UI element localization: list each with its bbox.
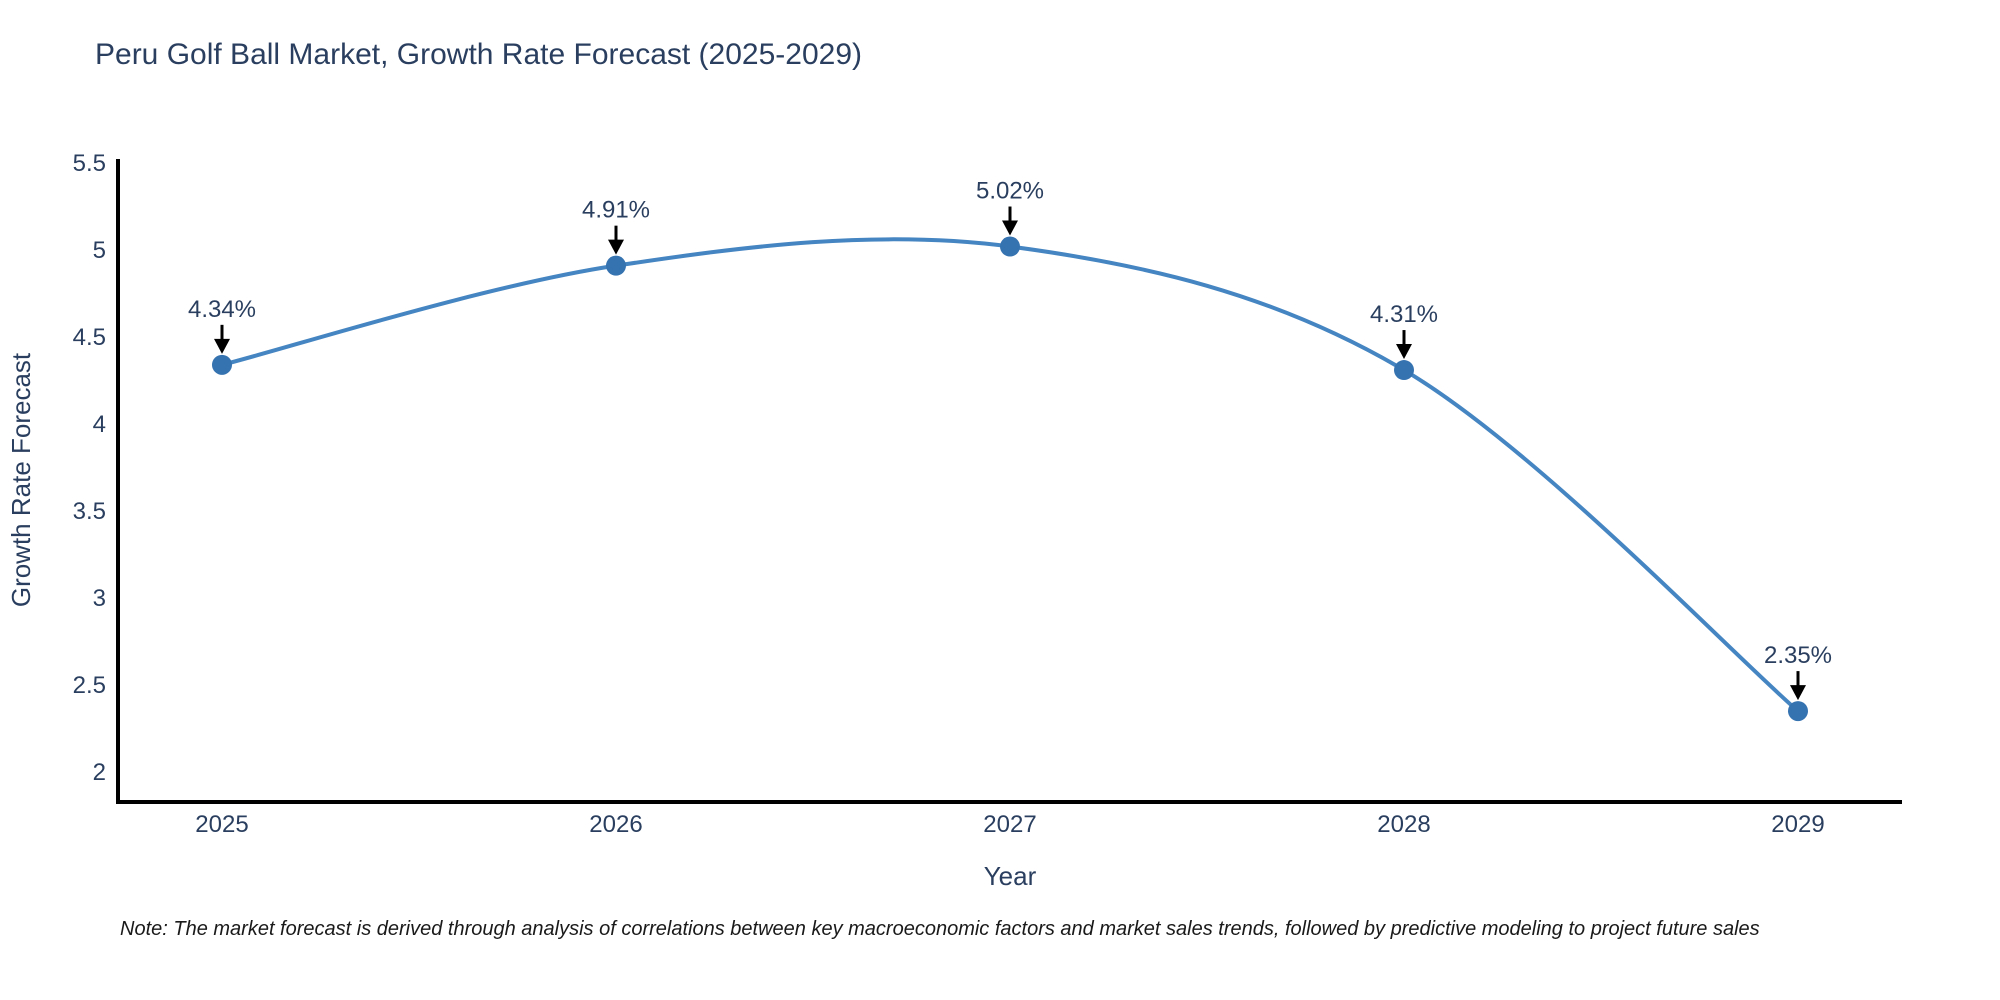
x-axis-tick-label: 2025 — [195, 811, 248, 838]
x-axis-tick-label: 2028 — [1377, 811, 1430, 838]
annotation-arrowhead-icon — [608, 239, 624, 255]
footnote: Note: The market forecast is derived thr… — [120, 918, 1760, 940]
x-axis-tick-label: 2027 — [983, 811, 1036, 838]
y-axis-tick-label: 5 — [93, 237, 106, 264]
y-axis-tick-label: 4.5 — [73, 324, 106, 351]
y-axis-tick-label: 2 — [93, 759, 106, 786]
axis-lines — [116, 159, 1902, 804]
y-axis-title: Growth Rate Forecast — [6, 352, 36, 607]
y-axis-tick-label: 4 — [93, 411, 106, 438]
annotation-arrowhead-icon — [1396, 344, 1412, 360]
data-point-marker — [1394, 360, 1414, 381]
data-point-value-label: 4.31% — [1370, 301, 1438, 328]
data-point-marker — [1788, 701, 1808, 722]
x-axis-title: Year — [984, 861, 1037, 891]
y-axis-tick-label: 5.5 — [73, 150, 106, 177]
annotation-arrowhead-icon — [214, 338, 230, 354]
x-axis-tick-label: 2029 — [1771, 811, 1824, 838]
annotation-arrowhead-icon — [1790, 685, 1806, 701]
data-point-marker — [1000, 236, 1020, 257]
data-point-value-label: 5.02% — [976, 178, 1044, 205]
y-axis-tick-label: 3 — [93, 585, 106, 612]
chart-title: Peru Golf Ball Market, Growth Rate Forec… — [95, 38, 862, 71]
data-point-value-label: 2.35% — [1764, 642, 1832, 669]
y-axis-tick-label: 3.5 — [73, 498, 106, 525]
data-point-value-label: 4.91% — [582, 197, 650, 224]
annotation-arrowhead-icon — [1002, 220, 1018, 236]
data-point-marker — [606, 255, 626, 276]
data-point-value-label: 4.34% — [188, 296, 256, 323]
data-point-marker — [212, 354, 232, 375]
forecast-line — [220, 237, 1800, 714]
y-axis-tick-label: 2.5 — [73, 672, 106, 699]
x-axis-tick-label: 2026 — [589, 811, 642, 838]
